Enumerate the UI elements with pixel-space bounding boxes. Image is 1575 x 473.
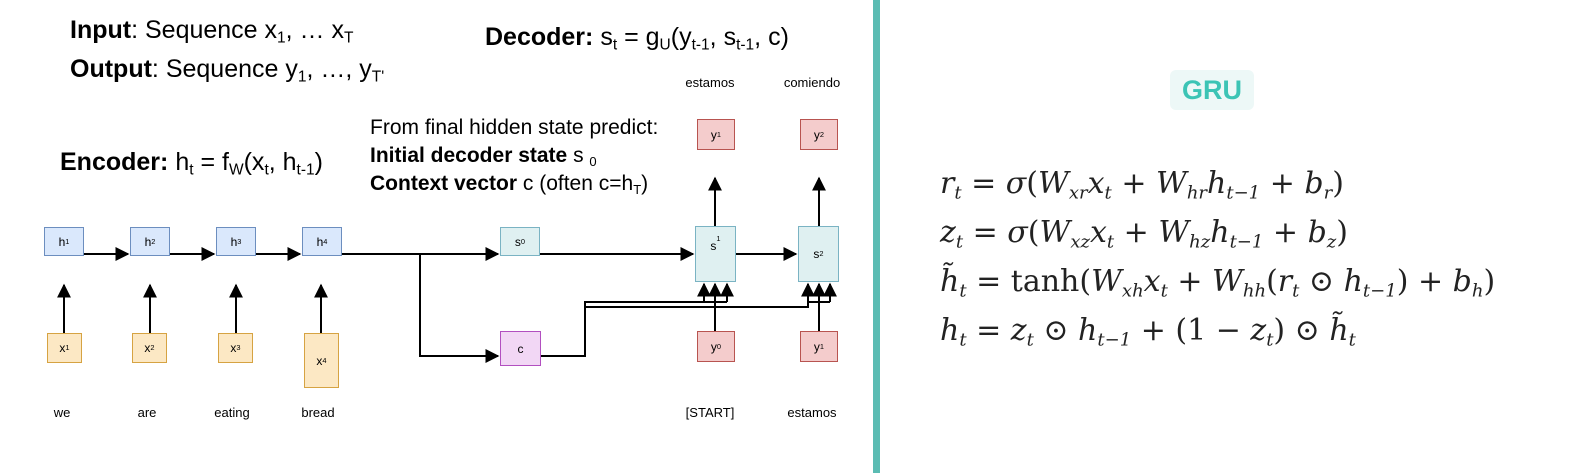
input-word: are [137,405,157,420]
prediction-text: From final hidden state predict: Initial… [370,114,658,198]
output-description: Output: Sequence y1, …, yT' [70,55,385,86]
prediction-line-1: From final hidden state predict: [370,116,659,139]
context-vector: c [500,331,541,366]
input-word: bread [301,405,335,420]
gru-title: GRU [1170,70,1254,110]
decoder-equation: Decoder: st = gU(yt-1, st-1, c) [485,23,789,54]
update-gate-equation: zt = σ(Wxzxt + Whzht−1 + bz) [940,215,1348,253]
input-word: we [53,405,71,420]
prediction-line-3: Context vector c (often c=hT) [370,172,649,197]
encoder-equation: Encoder: ht = fW(xt, ht-1) [60,148,323,179]
panel-divider [873,0,880,473]
input-word: eating [214,405,250,420]
candidate-state-equation: h̃t = tanh(Wxhxt + Whh(rt ⊙ ht−1) + bh) [940,264,1496,302]
decoder-input-word: estamos [787,405,837,420]
input-description: Input: Sequence x1, … xT [70,16,354,47]
prediction-line-2: Initial decoder state s 0 [370,144,597,169]
decoder-input-word: [START] [685,405,735,420]
output-word: estamos [685,75,735,90]
hidden-state-equation: ht = zt ⊙ ht−1 + (1 − zt) ⊙ h̃t [940,313,1356,351]
diagram-connectors [57,176,837,363]
output-word: comiendo [783,75,841,90]
reset-gate-equation: rt = σ(Wxrxt + Whrht−1 + br) [940,166,1344,204]
